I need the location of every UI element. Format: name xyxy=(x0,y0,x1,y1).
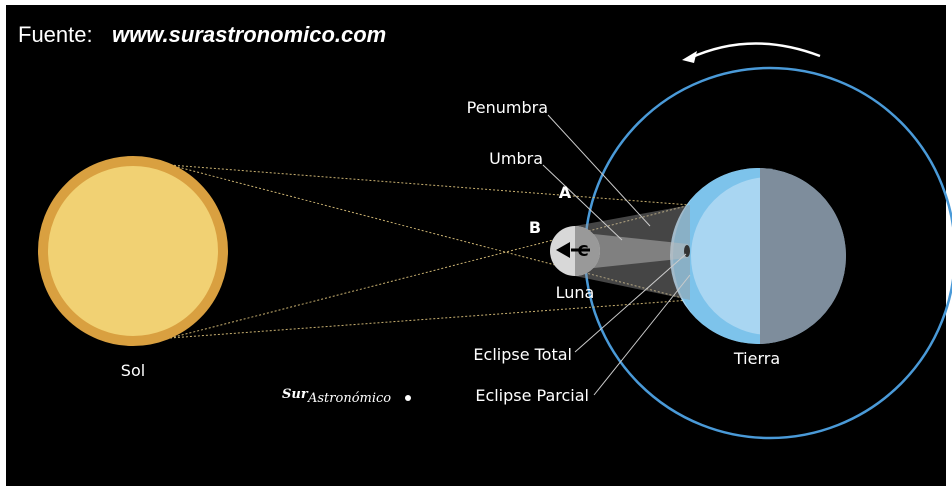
umbra-label: Umbra xyxy=(489,149,543,168)
penumbra-label: Penumbra xyxy=(467,98,548,117)
diagram: Fuente: www.surastronomico.com Sol Luna … xyxy=(0,0,952,486)
logo-main: Astronómico xyxy=(307,391,391,406)
moon-label: Luna xyxy=(556,283,595,302)
source-url: www.surastronomico.com xyxy=(112,22,386,47)
marker-b: B xyxy=(529,218,541,237)
partial-label: Eclipse Parcial xyxy=(475,386,589,405)
earth-label: Tierra xyxy=(733,349,780,368)
logo-dot xyxy=(405,395,411,401)
source-label: Fuente: xyxy=(18,22,93,47)
sun-label: Sol xyxy=(121,361,145,380)
marker-a: A xyxy=(559,183,572,202)
sun xyxy=(43,161,223,341)
total-label: Eclipse Total xyxy=(473,345,572,364)
logo-prefix: Sur xyxy=(282,387,309,402)
marker-c: C xyxy=(577,242,588,260)
